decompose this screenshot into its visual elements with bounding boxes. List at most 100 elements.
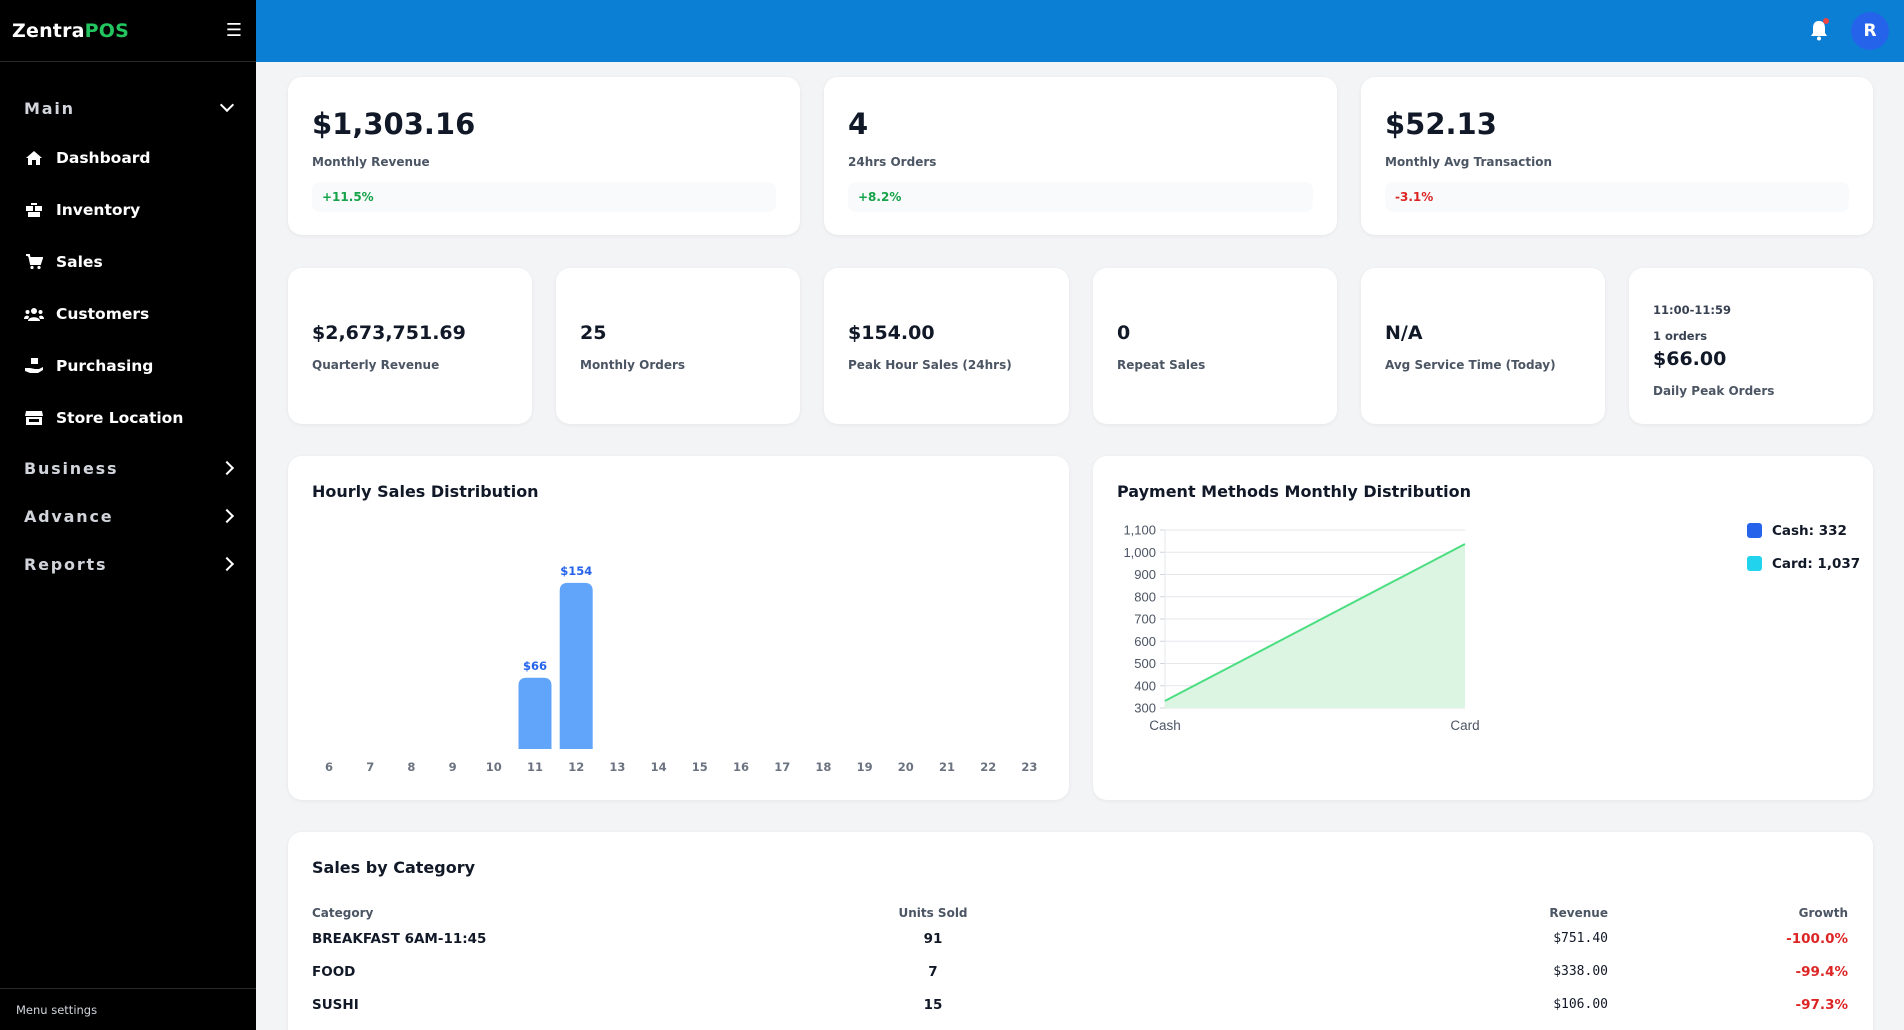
peak-time: 11:00-11:59 [1653, 303, 1731, 317]
chevron-right-icon [219, 460, 235, 476]
avatar[interactable]: R [1851, 12, 1889, 50]
legend-label[interactable]: Card: 1,037 [1772, 556, 1860, 572]
hourly-sales-card: Hourly Sales Distribution 6 7 8 9 10 $66 11 $15… [288, 456, 1069, 800]
cart-icon [24, 253, 44, 271]
cell-growth: -100.0% [1786, 931, 1848, 947]
kpi-card-24hrs-orders: 4 24hrs Orders +8.2% [824, 77, 1337, 235]
x-tick-label: 11 [527, 760, 543, 774]
series-line[interactable] [1164, 543, 1466, 702]
x-tick-label: Card [1450, 718, 1479, 733]
kpi-change-badge: +8.2% [848, 182, 1313, 212]
chevron-right-icon [219, 556, 235, 572]
section-advance[interactable]: Advance [0, 492, 256, 540]
kpi-label: Monthly Revenue [312, 155, 430, 169]
column-header-growth[interactable]: Growth [1798, 906, 1848, 920]
section-business[interactable]: Business [0, 444, 256, 492]
sidebar-item-label: Store Location [56, 409, 184, 427]
hand-holding-icon [24, 357, 44, 375]
legend-swatch [1747, 523, 1762, 538]
x-tick-label: 20 [898, 760, 914, 774]
sidebar-item-label: Customers [56, 305, 150, 323]
bar-11[interactable] [518, 677, 552, 749]
x-tick-label: 23 [1021, 760, 1037, 774]
kpi-label: Quarterly Revenue [312, 358, 440, 372]
kpi-value: $1,303.16 [312, 107, 476, 141]
legend-label[interactable]: Cash: 332 [1772, 523, 1847, 539]
y-tick-label: 700 [1134, 612, 1156, 627]
area-fill [1165, 544, 1465, 708]
kpi-card-monthly-revenue: $1,303.16 Monthly Revenue +11.5% [288, 77, 800, 235]
kpi-value: N/A [1385, 322, 1423, 344]
section-reports[interactable]: Reports [0, 540, 256, 588]
sidebar-item-label: Dashboard [56, 149, 151, 167]
table-title: Sales by Category [312, 858, 476, 877]
sidebar-item-customers[interactable]: Customers [0, 288, 256, 340]
kpi-label: Daily Peak Orders [1653, 384, 1775, 398]
table-row[interactable]: SUSHI 15 $106.00 -97.3% [288, 997, 1873, 1030]
y-tick-label: 1,100 [1123, 523, 1156, 538]
kpi-value: 0 [1117, 322, 1131, 344]
kpi-card-avg-transaction: $52.13 Monthly Avg Transaction -3.1% [1361, 77, 1873, 235]
column-header-category[interactable]: Category [312, 906, 374, 920]
y-tick-label: 300 [1134, 701, 1156, 716]
table-row[interactable]: FOOD 7 $338.00 -99.4% [288, 964, 1873, 997]
kpi-card-repeat-sales: 0 Repeat Sales [1093, 268, 1337, 424]
hamburger-menu-icon[interactable]: ☰ [225, 20, 242, 41]
x-tick-label: 6 [325, 760, 333, 774]
x-tick-label: 17 [774, 760, 790, 774]
cell-growth: -97.3% [1795, 997, 1848, 1013]
sidebar-item-label: Inventory [56, 201, 141, 219]
bar-12[interactable] [559, 582, 593, 749]
x-tick-label: 18 [815, 760, 831, 774]
section-reports-label: Reports [24, 554, 108, 574]
payment-methods-chart: 1,100 1,000 900 800 700 600 500 400 300 Cash Card C… [1123, 523, 1860, 734]
x-tick-label: 8 [407, 760, 415, 774]
kpi-card-peak-hour-sales: $154.00 Peak Hour Sales (24hrs) [824, 268, 1069, 424]
notification-bell-icon[interactable] [1808, 18, 1830, 42]
legend-swatch [1747, 556, 1762, 571]
kpi-label: 24hrs Orders [848, 155, 937, 169]
table-row[interactable]: BREAKFAST 6AM-11:45 91 $751.40 -100.0% [288, 931, 1873, 964]
sidebar-item-purchasing[interactable]: Purchasing [0, 340, 256, 392]
kpi-label: Peak Hour Sales (24hrs) [848, 358, 1012, 372]
x-tick-label: 15 [692, 760, 708, 774]
home-icon [24, 149, 44, 167]
sidebar-item-dashboard[interactable]: Dashboard [0, 132, 256, 184]
sidebar-item-sales[interactable]: Sales [0, 236, 256, 288]
column-header-revenue[interactable]: Revenue [1549, 906, 1608, 920]
x-tick-label: Cash [1149, 718, 1181, 733]
brand-name-part2: POS [84, 19, 130, 42]
kpi-card-monthly-orders: 25 Monthly Orders [556, 268, 800, 424]
chevron-right-icon [219, 508, 235, 524]
kpi-value: $154.00 [848, 322, 935, 344]
cell-category: BREAKFAST 6AM-11:45 [312, 931, 487, 947]
store-icon [24, 409, 44, 427]
kpi-card-quarterly-revenue: $2,673,751.69 Quarterly Revenue [288, 268, 532, 424]
cell-category: FOOD [312, 964, 356, 980]
brand-header: ZentraPOS ☰ [0, 0, 256, 62]
section-main[interactable]: Main [0, 84, 256, 132]
y-tick-label: 1,000 [1123, 545, 1156, 560]
y-tick-label: 600 [1134, 634, 1156, 649]
sidebar-item-store-location[interactable]: Store Location [0, 392, 256, 444]
users-icon [24, 305, 44, 323]
kpi-label: Repeat Sales [1117, 358, 1206, 372]
peak-orders-count: 1 orders [1653, 329, 1708, 343]
sidebar-item-label: Purchasing [56, 357, 154, 375]
kpi-label: Monthly Orders [580, 358, 686, 372]
cell-units-sold: 15 [923, 997, 943, 1013]
topbar: R [256, 0, 1904, 62]
x-tick-label: 22 [980, 760, 996, 774]
cell-units-sold: 91 [923, 931, 943, 947]
x-tick-label: 10 [486, 760, 502, 774]
cell-units-sold: 7 [928, 964, 938, 980]
section-advance-label: Advance [24, 506, 114, 526]
menu-settings-link[interactable]: Menu settings [0, 988, 256, 1030]
brand-logo[interactable]: ZentraPOS [12, 20, 129, 42]
kpi-value: $66.00 [1653, 348, 1727, 370]
sidebar-item-inventory[interactable]: Inventory [0, 184, 256, 236]
cell-revenue: $106.00 [1553, 997, 1608, 1012]
column-header-units-sold[interactable]: Units Sold [898, 906, 968, 920]
sidebar-nav: Main Dashboard Inventory Sales Custo [0, 62, 256, 588]
payment-methods-card: Payment Methods Monthly Distribution 1,1… [1093, 456, 1873, 800]
